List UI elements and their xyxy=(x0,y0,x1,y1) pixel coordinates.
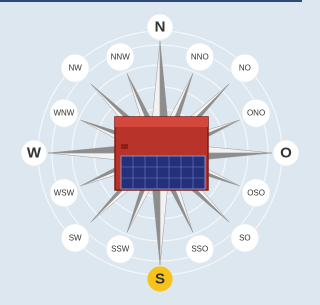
direction-label[interactable]: W xyxy=(27,145,42,162)
solar-panel xyxy=(121,156,205,189)
direction-label[interactable]: SO xyxy=(239,233,251,242)
direction-label[interactable]: OSO xyxy=(247,188,265,197)
chimney xyxy=(121,144,128,149)
direction-label[interactable]: SSW xyxy=(111,245,130,254)
top-border xyxy=(0,0,302,2)
direction-label[interactable]: S xyxy=(155,271,165,288)
direction-label[interactable]: WSW xyxy=(54,188,75,197)
direction-label[interactable]: NNO xyxy=(191,52,209,61)
direction-label[interactable]: NW xyxy=(68,64,82,73)
house xyxy=(115,117,208,190)
compass-widget: N NNO NO ONO O OSO SO SSO S SSW SW WSW W WNW NW NNW xyxy=(0,0,302,305)
direction-label[interactable]: N xyxy=(155,19,166,36)
roof-ridge xyxy=(115,117,208,127)
direction-label[interactable]: NNW xyxy=(111,52,131,61)
direction-label[interactable]: NO xyxy=(239,64,251,73)
direction-label[interactable]: ONO xyxy=(247,109,265,118)
direction-label[interactable]: WNW xyxy=(53,109,74,118)
direction-label[interactable]: O xyxy=(280,145,292,162)
direction-label[interactable]: SSO xyxy=(191,245,208,254)
direction-label[interactable]: SW xyxy=(69,233,82,242)
